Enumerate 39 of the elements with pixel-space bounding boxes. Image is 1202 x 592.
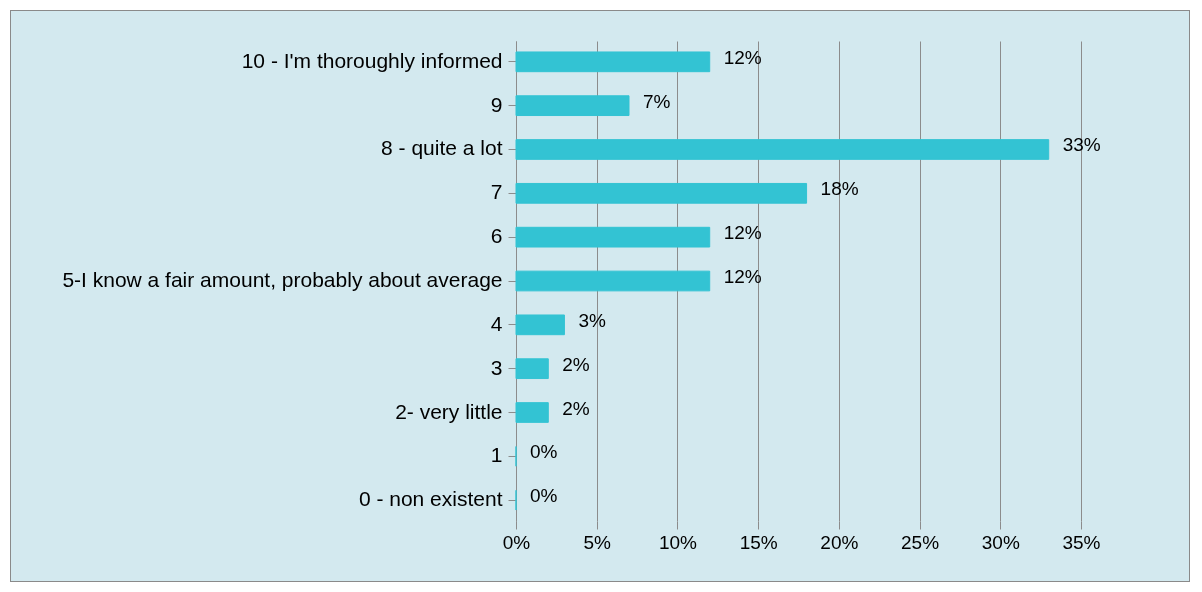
bar <box>515 51 711 73</box>
x-tick-label: 25% <box>901 531 940 553</box>
y-tick-label: 8 - quite a lot <box>381 136 503 160</box>
data-label: 2% <box>562 397 590 419</box>
y-tick-label: 7 <box>490 180 503 204</box>
x-tick-label: 30% <box>981 531 1020 553</box>
x-tick-label: 5% <box>583 531 612 553</box>
data-label: 33% <box>1062 134 1101 156</box>
data-label: 0% <box>530 441 558 463</box>
data-label: 18% <box>820 178 859 200</box>
bar <box>515 402 549 423</box>
bar <box>515 226 711 248</box>
bar <box>515 95 630 117</box>
x-tick-label: 15% <box>739 531 778 553</box>
data-label: 0% <box>530 485 558 507</box>
bar <box>515 314 565 336</box>
y-tick-label: 0 - non existent <box>358 487 503 511</box>
data-label: 12% <box>723 46 762 68</box>
y-tick-label: 1 <box>490 443 503 467</box>
bar <box>515 270 711 292</box>
x-tick-label: 35% <box>1062 531 1101 553</box>
y-tick-label: 10 - I'm thoroughly informed <box>241 48 503 72</box>
data-label: 12% <box>723 266 762 287</box>
data-label: 7% <box>643 90 671 112</box>
x-tick-label: 10% <box>658 531 698 553</box>
x-tick-label: 20% <box>820 531 859 553</box>
data-label: 3% <box>578 309 606 331</box>
y-tick-label: 5-I know a fair amount, probably about average <box>62 268 503 291</box>
bar <box>515 182 808 204</box>
x-tick-label: 0% <box>502 531 531 553</box>
y-tick-label: 4 <box>490 311 503 335</box>
bar <box>515 139 1050 160</box>
y-tick-label: 3 <box>490 355 503 379</box>
data-label: 12% <box>723 222 762 244</box>
data-label: 2% <box>562 353 590 375</box>
y-tick-label: 9 <box>490 92 503 116</box>
bar <box>515 358 549 380</box>
y-tick-label: 6 <box>490 224 503 248</box>
y-tick-label: 2- very little <box>395 399 503 423</box>
